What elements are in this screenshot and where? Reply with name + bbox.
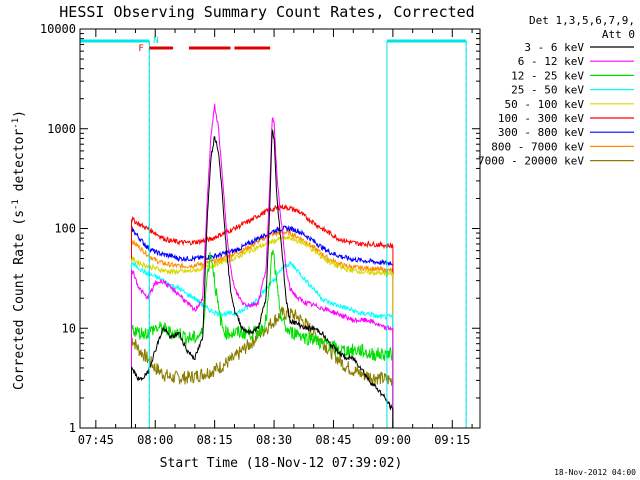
- legend-entry-label: 3 - 6 keV: [524, 41, 584, 54]
- y-axis-label-sup-2: -1: [11, 118, 21, 129]
- legend-header-detectors: Det 1,3,5,6,7,9,: [529, 14, 635, 27]
- y-tick-label: 1: [69, 421, 76, 435]
- legend-entry-label: 7000 - 20000 keV: [478, 155, 584, 168]
- x-tick-label: 08:15: [197, 433, 233, 447]
- series-line: [131, 128, 394, 428]
- axis-layer: 1 10 100 1000 10000 07:45 08:00 08:15 08:30 08:45…: [40, 22, 481, 447]
- night-flag-label: N: [153, 36, 158, 46]
- flare-flag-label: F: [138, 44, 143, 54]
- x-tick-label: 08:45: [315, 433, 351, 447]
- y-axis-label-tail: ): [12, 110, 27, 118]
- y-tick-label: 10000: [40, 22, 76, 36]
- legend-entry-label: 300 - 800 keV: [498, 126, 584, 139]
- legend-header-attenuator: Att 0: [602, 28, 635, 41]
- legend-entry-label: 12 - 25 keV: [511, 69, 584, 82]
- legend-entry-label: 6 - 12 keV: [518, 55, 585, 68]
- legend-entry-label: 50 - 100 keV: [505, 98, 585, 111]
- legend-entry-label: 100 - 300 keV: [498, 112, 584, 125]
- footer-timestamp: 18-Nov-2012 04:00: [554, 468, 636, 477]
- y-tick-label: 1000: [47, 122, 76, 136]
- y-axis-label: Corrected Count Rate (s-1 detector-1): [11, 110, 27, 390]
- series-line: [131, 203, 394, 428]
- series-line: [131, 234, 394, 428]
- x-tick-label: 08:30: [256, 433, 292, 447]
- series-line: [131, 103, 394, 428]
- x-tick-label: 08:00: [137, 433, 173, 447]
- x-tick-label: 09:00: [375, 433, 411, 447]
- x-tick-label: 07:45: [78, 433, 114, 447]
- y-axis-label-mid: detector: [12, 129, 27, 200]
- series-line: [131, 224, 394, 428]
- legend-entry-label: 25 - 50 keV: [511, 84, 584, 97]
- y-axis-label-main: Corrected Count Rate (s: [12, 210, 27, 390]
- y-tick-label: 100: [54, 222, 76, 236]
- legend-entry-label: 800 - 7000 keV: [491, 140, 584, 153]
- x-tick-label: 09:15: [434, 433, 470, 447]
- legend: Det 1,3,5,6,7,9, Att 0 7000 - 20000 keV 8…: [478, 14, 635, 168]
- series-line: [131, 249, 394, 428]
- chart-title: HESSI Observing Summary Count Rates, Cor…: [59, 3, 474, 21]
- y-axis-label-sup-1: -1: [11, 199, 21, 210]
- x-axis-label: Start Time (18-Nov-12 07:39:02): [160, 456, 403, 471]
- y-tick-label: 10: [62, 321, 76, 335]
